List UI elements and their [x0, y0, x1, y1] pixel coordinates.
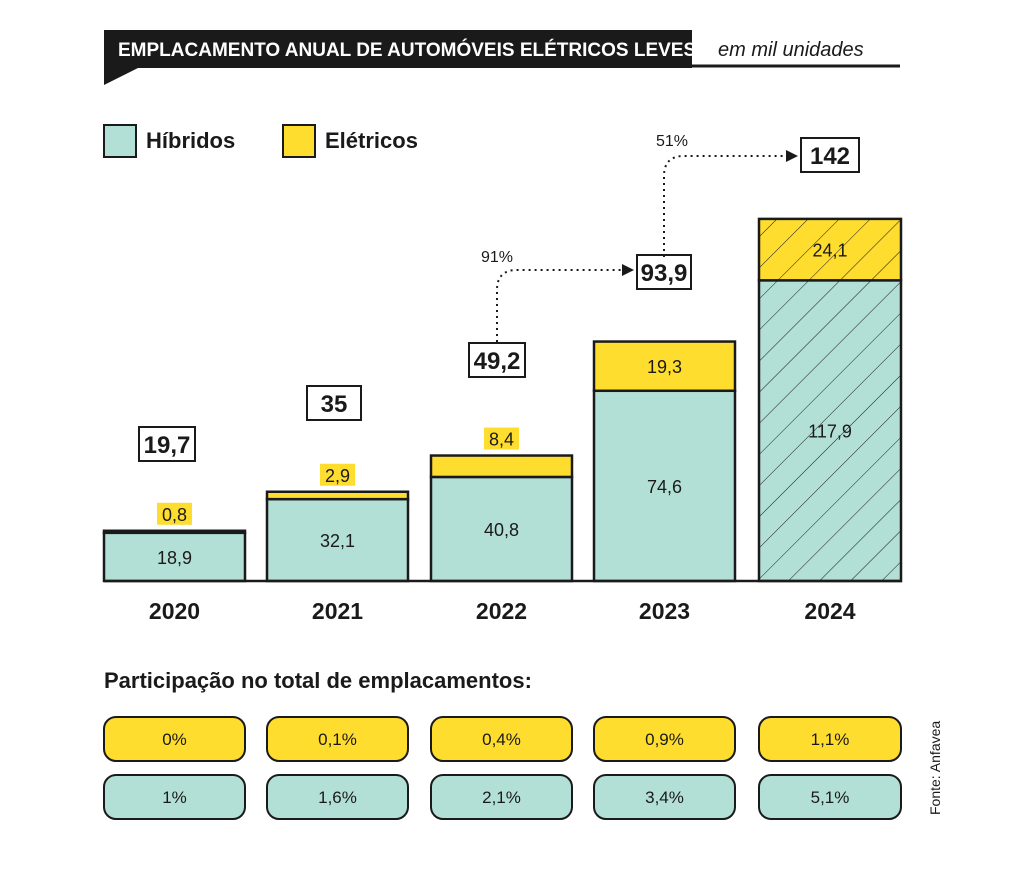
bar-hybrid-hatch-2024	[759, 280, 901, 581]
total-label-2020: 19,7	[144, 432, 191, 459]
year-label-2022: 2022	[476, 598, 527, 624]
label-hybrid-2023: 74,6	[647, 477, 682, 497]
legend-swatch-hybrid	[103, 124, 137, 158]
growth-arrow-2023-2024	[663, 155, 786, 257]
label-hybrid-2024: 117,9	[808, 422, 852, 442]
share-pill-hybrid-2024	[758, 774, 902, 820]
label-hybrid-2021: 32,1	[320, 531, 355, 551]
total-label-2023: 93,9	[641, 260, 688, 287]
growth-label-2023-2024: 51%	[656, 133, 688, 150]
source-label: Fonte: Anfavea	[927, 721, 943, 815]
label-electric-2021: 2,9	[325, 466, 350, 486]
share-value-electric-2022: 0,4%	[482, 730, 521, 749]
share-value-hybrid-2023: 3,4%	[645, 788, 684, 807]
year-label-2021: 2021	[312, 598, 363, 624]
share-value-electric-2020: 0%	[162, 730, 187, 749]
share-pill-electric-2020	[103, 716, 246, 762]
share-pill-hybrid-2023	[593, 774, 736, 820]
share-value-electric-2024: 1,1%	[811, 730, 850, 749]
share-title: Participação no total de emplacamentos:	[104, 668, 532, 693]
unit-label: em mil unidades	[718, 39, 864, 61]
total-box-2020	[138, 426, 196, 462]
label-electric-bg-2020	[157, 502, 192, 525]
bar-electric-hatch-2024	[759, 218, 901, 281]
label-electric-2023: 19,3	[647, 357, 682, 377]
label-hybrid-2022: 40,8	[484, 520, 519, 540]
label-hybrid-2020: 18,9	[157, 548, 192, 568]
bar-electric-2023	[592, 340, 737, 393]
label-electric-bg-2022	[484, 427, 519, 450]
share-pill-electric-2024	[758, 716, 902, 762]
bar-electric-2022	[429, 454, 574, 479]
title-bar	[104, 30, 692, 68]
label-electric-2024: 24,1	[812, 241, 847, 261]
growth-arrowhead-2023-2024	[786, 150, 798, 162]
total-box-2024	[800, 137, 860, 173]
growth-arrow-2022-2023	[496, 269, 622, 342]
share-value-hybrid-2021: 1,6%	[318, 788, 357, 807]
share-value-hybrid-2024: 5,1%	[811, 788, 850, 807]
chart-title: EMPLACAMENTO ANUAL DE AUTOMÓVEIS ELÉTRIC…	[118, 39, 696, 61]
bar-hybrid-2020	[102, 531, 247, 583]
bar-electric-2020	[102, 529, 247, 535]
label-electric-2020: 0,8	[162, 505, 187, 525]
share-pill-hybrid-2022	[430, 774, 573, 820]
legend-label-hybrid: Híbridos	[146, 128, 235, 153]
share-value-electric-2021: 0,1%	[318, 730, 357, 749]
share-pill-electric-2021	[266, 716, 409, 762]
header: EMPLACAMENTO ANUAL DE AUTOMÓVEIS ELÉTRIC…	[104, 30, 900, 85]
share-value-electric-2023: 0,9%	[645, 730, 684, 749]
year-label-2020: 2020	[149, 598, 200, 624]
growth-annotations: 91% 51%	[481, 133, 798, 342]
year-label-2024: 2024	[804, 598, 855, 624]
growth-label-2022-2023: 91%	[481, 249, 513, 266]
total-box-2023	[636, 254, 692, 290]
share-pill-electric-2022	[430, 716, 573, 762]
legend-swatch-electric	[282, 124, 316, 158]
share-pill-hybrid-2020	[103, 774, 246, 820]
label-electric-2022: 8,4	[489, 430, 514, 450]
label-electric-bg-2021	[320, 463, 355, 486]
total-label-2022: 49,2	[474, 348, 521, 375]
year-label-2023: 2023	[639, 598, 690, 624]
legend: Híbridos Elétricos	[103, 124, 418, 158]
title-bar-tail	[104, 68, 138, 85]
bar-electric-2021	[265, 490, 410, 501]
share-value-hybrid-2020: 1%	[162, 788, 187, 807]
legend-label-electric: Elétricos	[325, 128, 418, 153]
bars-group: 18,9 0,8 19,7 2020 32,1 2,9 35 2021 40,8 8,4 49,2 2…	[102, 137, 903, 624]
share-pill-hybrid-2021	[266, 774, 409, 820]
total-box-2021	[306, 385, 362, 421]
total-label-2024: 142	[810, 143, 850, 170]
total-box-2022	[468, 342, 526, 378]
share-pills: 0% 1% 0,1% 1,6% 0,4% 2,1% 0,9% 3,4% 1,1% 5,1%	[103, 716, 902, 820]
share-pill-electric-2023	[593, 716, 736, 762]
share-value-hybrid-2022: 2,1%	[482, 788, 521, 807]
growth-arrowhead-2022-2023	[622, 264, 634, 276]
total-label-2021: 35	[321, 391, 348, 418]
